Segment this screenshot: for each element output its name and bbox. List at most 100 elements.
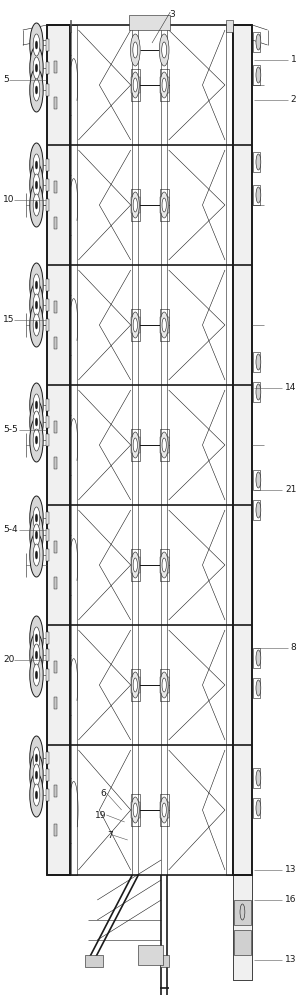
Circle shape (30, 303, 43, 347)
Bar (166, 197, 169, 213)
Circle shape (33, 507, 40, 529)
Circle shape (256, 354, 261, 370)
Circle shape (162, 678, 166, 692)
Circle shape (33, 294, 40, 316)
Circle shape (133, 78, 137, 92)
Circle shape (35, 41, 38, 49)
Bar (253, 648, 260, 668)
Bar (70, 20, 71, 32)
Bar (46, 159, 49, 171)
Bar (46, 669, 49, 681)
Bar (137, 677, 140, 693)
Circle shape (33, 764, 40, 786)
Circle shape (33, 394, 40, 416)
Text: 13: 13 (285, 865, 296, 874)
Text: 2: 2 (291, 96, 296, 104)
Bar (46, 179, 49, 191)
Circle shape (33, 627, 40, 649)
Bar (54, 457, 57, 469)
Bar (131, 429, 140, 461)
Bar (160, 677, 163, 693)
Text: 16: 16 (285, 896, 296, 904)
Bar (54, 337, 57, 349)
Bar (166, 437, 169, 453)
Bar (160, 549, 169, 581)
Circle shape (35, 161, 38, 169)
Circle shape (33, 154, 40, 176)
Bar (166, 802, 169, 818)
Bar (131, 669, 140, 701)
Circle shape (160, 672, 168, 698)
Bar (253, 470, 260, 490)
Bar (54, 61, 57, 73)
Text: 20: 20 (3, 656, 14, 664)
Bar (54, 577, 57, 589)
Bar (160, 557, 163, 573)
Circle shape (30, 633, 43, 677)
Bar (160, 802, 163, 818)
Circle shape (160, 312, 168, 338)
Circle shape (35, 634, 38, 642)
Bar (253, 65, 260, 85)
Circle shape (133, 803, 137, 817)
Bar (160, 794, 169, 826)
Bar (253, 152, 260, 172)
Circle shape (160, 432, 168, 458)
Circle shape (256, 34, 261, 50)
Bar (131, 437, 134, 453)
Circle shape (35, 791, 38, 799)
Bar (131, 557, 134, 573)
Bar (46, 752, 49, 764)
Bar (85, 955, 103, 967)
Circle shape (160, 192, 168, 218)
Circle shape (35, 301, 38, 309)
Circle shape (160, 552, 168, 578)
Bar (160, 309, 169, 341)
Bar (160, 189, 169, 221)
Circle shape (256, 472, 261, 488)
Circle shape (35, 651, 38, 659)
Bar (131, 549, 140, 581)
Bar (253, 352, 260, 372)
Bar (46, 84, 49, 96)
Circle shape (33, 784, 40, 806)
Circle shape (35, 86, 38, 94)
Bar (253, 382, 260, 402)
Bar (47, 25, 70, 875)
Circle shape (35, 281, 38, 289)
Text: 14: 14 (285, 383, 296, 392)
Bar (253, 768, 260, 788)
Bar (46, 399, 49, 411)
Bar (160, 437, 163, 453)
Circle shape (30, 753, 43, 797)
Text: 6: 6 (101, 788, 106, 798)
Bar (46, 769, 49, 781)
Circle shape (160, 797, 168, 823)
Circle shape (30, 773, 43, 817)
Circle shape (33, 314, 40, 336)
Text: 13: 13 (285, 956, 296, 964)
Circle shape (35, 181, 38, 189)
Bar (131, 677, 134, 693)
Bar (160, 317, 163, 333)
Circle shape (130, 34, 140, 66)
Circle shape (30, 183, 43, 227)
Circle shape (33, 747, 40, 769)
Bar (233, 875, 252, 980)
Circle shape (160, 72, 168, 98)
Bar (46, 299, 49, 311)
Text: 8: 8 (291, 644, 296, 652)
Circle shape (133, 42, 138, 58)
Bar (253, 185, 260, 205)
Bar (71, 25, 77, 875)
Circle shape (131, 672, 139, 698)
Bar (233, 25, 252, 875)
Bar (226, 20, 233, 32)
Bar (46, 549, 49, 561)
Circle shape (35, 771, 38, 779)
Bar (233, 25, 252, 875)
Circle shape (33, 194, 40, 216)
Circle shape (33, 664, 40, 686)
Circle shape (131, 312, 139, 338)
Circle shape (35, 401, 38, 409)
